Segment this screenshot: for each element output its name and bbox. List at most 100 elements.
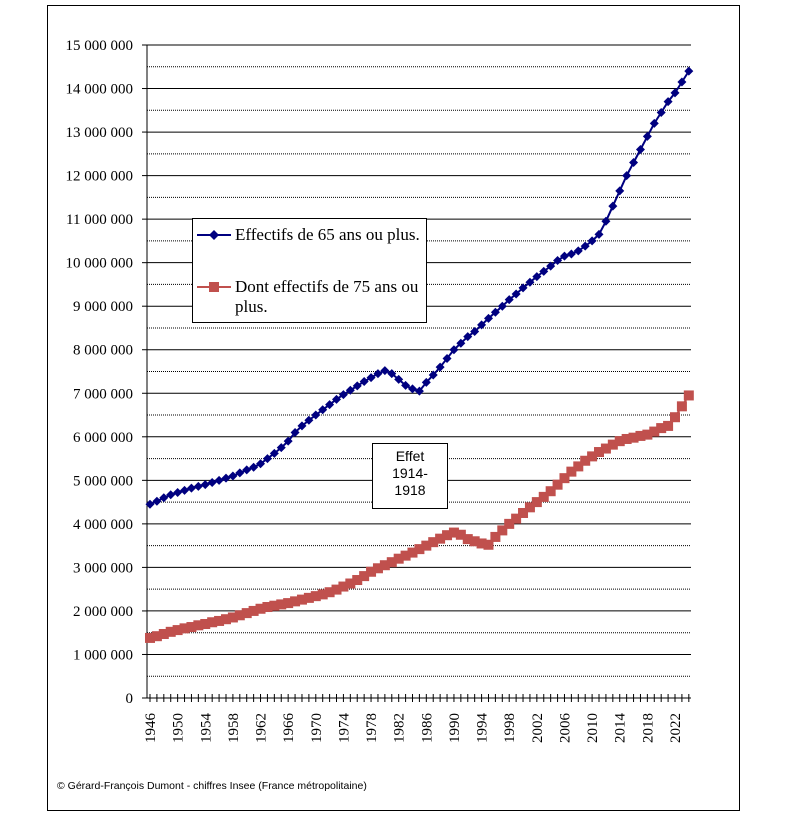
data-point — [684, 66, 694, 76]
data-point — [352, 381, 362, 391]
data-point — [511, 513, 522, 524]
data-point — [227, 612, 238, 623]
data-point — [193, 620, 204, 631]
data-point — [345, 385, 355, 395]
x-tick-label: 1958 — [226, 713, 242, 743]
legend-label: Dont effectifs de 75 ans ou plus. — [235, 277, 419, 316]
data-point — [256, 459, 266, 469]
y-tick-label: 14 000 000 — [66, 82, 134, 98]
x-tick-label: 1966 — [281, 713, 297, 744]
data-point — [538, 491, 549, 502]
data-point — [483, 539, 494, 550]
data-point — [518, 507, 529, 518]
data-point — [234, 610, 245, 621]
x-tick-label: 2006 — [557, 713, 573, 744]
x-tick-label: 1974 — [336, 713, 352, 744]
data-point — [525, 277, 535, 287]
data-point — [401, 380, 411, 390]
data-point — [463, 332, 473, 342]
data-point — [276, 599, 287, 610]
data-point — [642, 131, 652, 141]
y-tick-label: 4 000 000 — [73, 517, 133, 533]
data-point — [207, 617, 218, 628]
x-tick-label: 2010 — [585, 713, 601, 743]
data-point — [642, 429, 653, 440]
data-point — [442, 530, 453, 541]
data-point — [221, 473, 231, 483]
data-point — [331, 584, 342, 595]
data-point — [407, 547, 418, 558]
data-point — [559, 473, 570, 484]
data-point — [269, 448, 279, 458]
y-tick-label: 11 000 000 — [66, 212, 133, 228]
diamond-marker-icon — [197, 230, 231, 240]
data-point — [497, 525, 508, 536]
data-point — [332, 394, 342, 404]
data-point — [172, 625, 183, 636]
data-point — [180, 485, 190, 495]
data-point — [386, 557, 397, 568]
data-point — [539, 266, 549, 276]
data-point — [359, 571, 370, 582]
data-point — [269, 600, 280, 611]
data-point — [580, 455, 591, 466]
data-point — [248, 605, 259, 616]
data-point — [601, 216, 611, 226]
data-point — [379, 560, 390, 571]
data-point — [511, 289, 521, 299]
data-point — [262, 602, 273, 613]
data-point — [600, 443, 611, 454]
data-point — [470, 326, 480, 336]
data-point — [497, 301, 507, 311]
x-tick-label: 1970 — [309, 713, 325, 743]
series-line-75plus — [149, 394, 690, 639]
data-point — [442, 353, 452, 363]
data-point — [676, 401, 687, 412]
data-point — [587, 236, 597, 246]
y-tick-label: 5 000 000 — [73, 473, 133, 489]
data-point — [345, 578, 356, 589]
data-point — [338, 581, 349, 592]
y-tick-label: 7 000 000 — [73, 386, 133, 402]
data-point — [663, 420, 674, 431]
legend: Effectifs de 65 ans ou plus. Dont effect… — [192, 218, 427, 323]
data-point — [283, 436, 293, 446]
y-tick-label: 12 000 000 — [66, 169, 134, 185]
data-point — [145, 499, 155, 509]
data-point — [545, 486, 556, 497]
data-point — [476, 538, 487, 549]
data-point — [490, 531, 501, 542]
data-point — [608, 201, 618, 211]
data-point — [283, 598, 294, 609]
data-point — [318, 405, 328, 415]
data-point — [310, 591, 321, 602]
data-point — [504, 295, 514, 305]
x-tick-label: 1982 — [392, 713, 408, 743]
data-point — [380, 366, 390, 376]
data-point — [573, 246, 583, 256]
y-tick-label: 6 000 000 — [73, 430, 133, 446]
data-point — [414, 386, 424, 396]
y-tick-label: 8 000 000 — [73, 343, 133, 359]
data-point — [186, 622, 197, 633]
x-tick-label: 1946 — [143, 713, 159, 744]
x-tick-label: 2022 — [668, 713, 684, 743]
data-point — [387, 369, 397, 379]
data-point — [518, 283, 528, 293]
data-point — [166, 490, 176, 500]
y-tick-label: 0 — [126, 691, 134, 707]
data-point — [649, 426, 660, 437]
x-tick-label: 1954 — [198, 713, 214, 744]
data-point — [635, 144, 645, 154]
data-point — [614, 436, 625, 447]
data-point — [552, 479, 563, 490]
data-point — [469, 536, 480, 547]
data-point — [262, 454, 272, 464]
data-point — [573, 461, 584, 472]
square-marker-icon — [197, 282, 231, 292]
data-point — [220, 614, 231, 625]
data-point — [214, 475, 224, 485]
data-point — [428, 537, 439, 548]
data-point — [414, 544, 425, 555]
